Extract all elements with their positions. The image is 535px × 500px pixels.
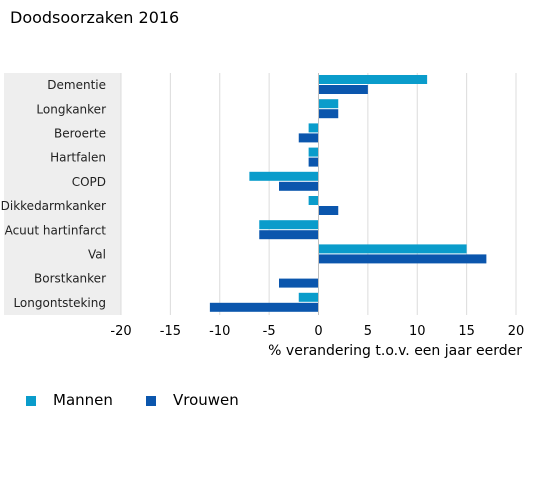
category-label: Hartfalen xyxy=(50,151,106,165)
x-tick-label: -20 xyxy=(110,324,131,339)
bar-vrouwen xyxy=(259,230,319,240)
legend-label: Vrouwen xyxy=(173,391,239,409)
bar-mannen xyxy=(308,147,319,157)
bar-vrouwen xyxy=(209,302,319,312)
chart-title: Doodsoorzaken 2016 xyxy=(10,8,180,27)
x-tick-label: -5 xyxy=(263,324,276,339)
bar-mannen xyxy=(318,244,467,254)
x-tick-label: -10 xyxy=(209,324,230,339)
bar-vrouwen xyxy=(279,278,319,288)
bar-mannen xyxy=(308,123,319,133)
bar-mannen xyxy=(318,99,339,109)
bar-vrouwen xyxy=(318,85,368,94)
category-label: Dementie xyxy=(47,78,106,92)
category-label: Acuut hartinfarct xyxy=(5,223,107,237)
bar-vrouwen xyxy=(308,157,319,167)
bar-vrouwen xyxy=(318,109,339,119)
x-tick-label: 20 xyxy=(508,324,525,339)
x-tick-label: 15 xyxy=(458,324,475,339)
x-tick-label: 0 xyxy=(314,324,322,339)
category-label: Dikkedarmkanker xyxy=(1,199,106,213)
category-label-band xyxy=(4,73,121,315)
x-tick-label: 10 xyxy=(409,324,426,339)
category-label: Borstkanker xyxy=(34,272,106,286)
bar-mannen xyxy=(249,171,319,181)
bar-mannen xyxy=(298,292,319,302)
bar-vrouwen xyxy=(298,133,319,143)
x-tick-label: -15 xyxy=(160,324,181,339)
bar-mannen xyxy=(318,75,428,84)
bar-mannen xyxy=(308,196,319,205)
category-label: COPD xyxy=(72,175,106,189)
category-label: Longontsteking xyxy=(13,296,106,310)
category-label: Beroerte xyxy=(54,127,106,141)
bar-vrouwen xyxy=(279,181,319,191)
x-axis-label: % verandering t.o.v. een jaar eerder xyxy=(268,343,522,359)
category-label: Longkanker xyxy=(36,102,106,116)
bar-mannen xyxy=(259,220,319,230)
legend-label: Mannen xyxy=(53,391,113,409)
bar-vrouwen xyxy=(318,206,339,215)
legend-swatch-mannen xyxy=(26,396,36,406)
legend-swatch-vrouwen xyxy=(146,396,156,406)
bar-vrouwen xyxy=(318,254,487,264)
x-tick-label: 5 xyxy=(364,324,372,339)
category-label: Val xyxy=(88,248,106,262)
